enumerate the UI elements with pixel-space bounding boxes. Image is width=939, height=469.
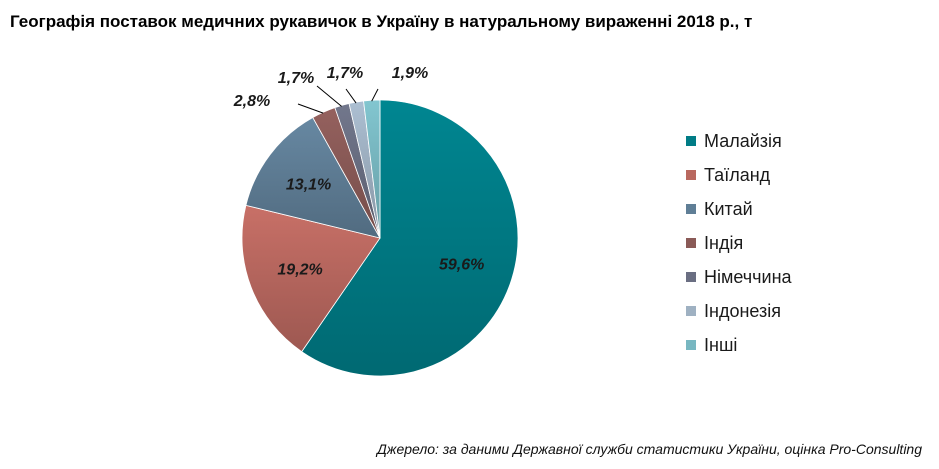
legend-label: Індонезія [704,300,782,321]
legend: Малайзія Таїланд Китай Індія Німеччина Індоне… [686,124,792,362]
legend-swatch [686,136,696,146]
legend-item: Індія [686,226,792,260]
legend-label: Індія [704,232,744,253]
legend-item: Німеччина [686,260,792,294]
legend-item: Китай [686,192,792,226]
legend-item: Інші [686,328,792,362]
chart-title: Географія поставок медичних рукавичок в … [10,12,753,31]
legend-swatch [686,204,696,214]
legend-label: Інші [704,334,738,355]
data-label-7: 1,9% [392,65,428,82]
leader-line-7 [371,88,379,102]
legend-swatch [686,306,696,316]
legend-label: Німеччина [704,266,792,287]
legend-swatch [686,238,696,248]
pie-slice-1 [301,99,519,377]
data-label-6: 1,7% [327,65,363,82]
data-label-4: 2,8% [233,93,270,110]
pie-slice-3 [245,116,381,239]
data-label-1: 59,6% [439,256,484,273]
legend-label: Малайзія [704,130,782,151]
data-labels: 59,6% 19,2% 13,1% 2,8% 1,7% 1,7% 1,9% [233,65,485,279]
legend-swatch [686,272,696,282]
legend-swatch [686,340,696,350]
legend-label: Китай [704,198,753,219]
leader-line-4 [297,103,324,114]
source-note: Джерело: за даними Державної служби стат… [376,441,922,457]
data-label-3: 13,1% [286,177,331,194]
pie-slices [241,99,519,377]
leader-line-5 [316,85,342,107]
legend-label: Таїланд [704,164,771,185]
data-label-2: 19,2% [277,262,322,279]
legend-swatch [686,170,696,180]
legend-item: Індонезія [686,294,792,328]
legend-item: Малайзія [686,124,792,158]
leader-line-6 [345,88,357,104]
leader-lines [297,85,379,114]
data-label-5: 1,7% [278,70,314,87]
pie-slice-2 [241,204,381,353]
legend-item: Таїланд [686,158,792,192]
